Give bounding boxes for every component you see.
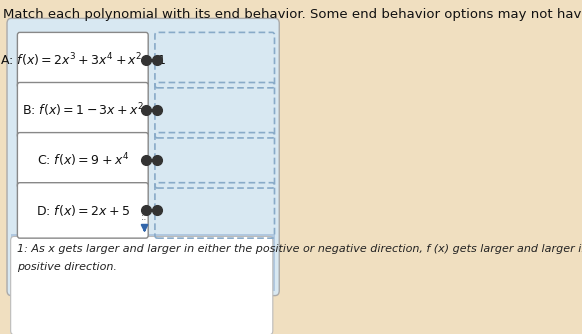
Bar: [11, 234, 275, 291]
Text: B: $f(x) = 1 - 3x + x^2$: B: $f(x) = 1 - 3x + x^2$: [22, 102, 144, 119]
Text: ::: ::: [141, 212, 148, 222]
FancyBboxPatch shape: [17, 82, 148, 138]
FancyBboxPatch shape: [10, 236, 273, 334]
FancyBboxPatch shape: [7, 18, 279, 296]
Text: positive direction.: positive direction.: [17, 262, 117, 272]
Text: D: $f(x) = 2x + 5$: D: $f(x) = 2x + 5$: [36, 203, 130, 218]
FancyBboxPatch shape: [17, 32, 148, 88]
Text: Match each polynomial with its end behavior. Some end behavior options may not h: Match each polynomial with its end behav…: [3, 8, 582, 21]
FancyBboxPatch shape: [17, 183, 148, 238]
Text: A: $f(x) = 2x^3 + 3x^4 + x^2 - 1$: A: $f(x) = 2x^3 + 3x^4 + x^2 - 1$: [0, 51, 166, 69]
Text: C: $f(x) = 9 + x^4$: C: $f(x) = 9 + x^4$: [37, 152, 129, 169]
FancyBboxPatch shape: [17, 133, 148, 188]
Text: 1: As x gets larger and larger in either the positive or negative direction, f (: 1: As x gets larger and larger in either…: [17, 244, 582, 254]
